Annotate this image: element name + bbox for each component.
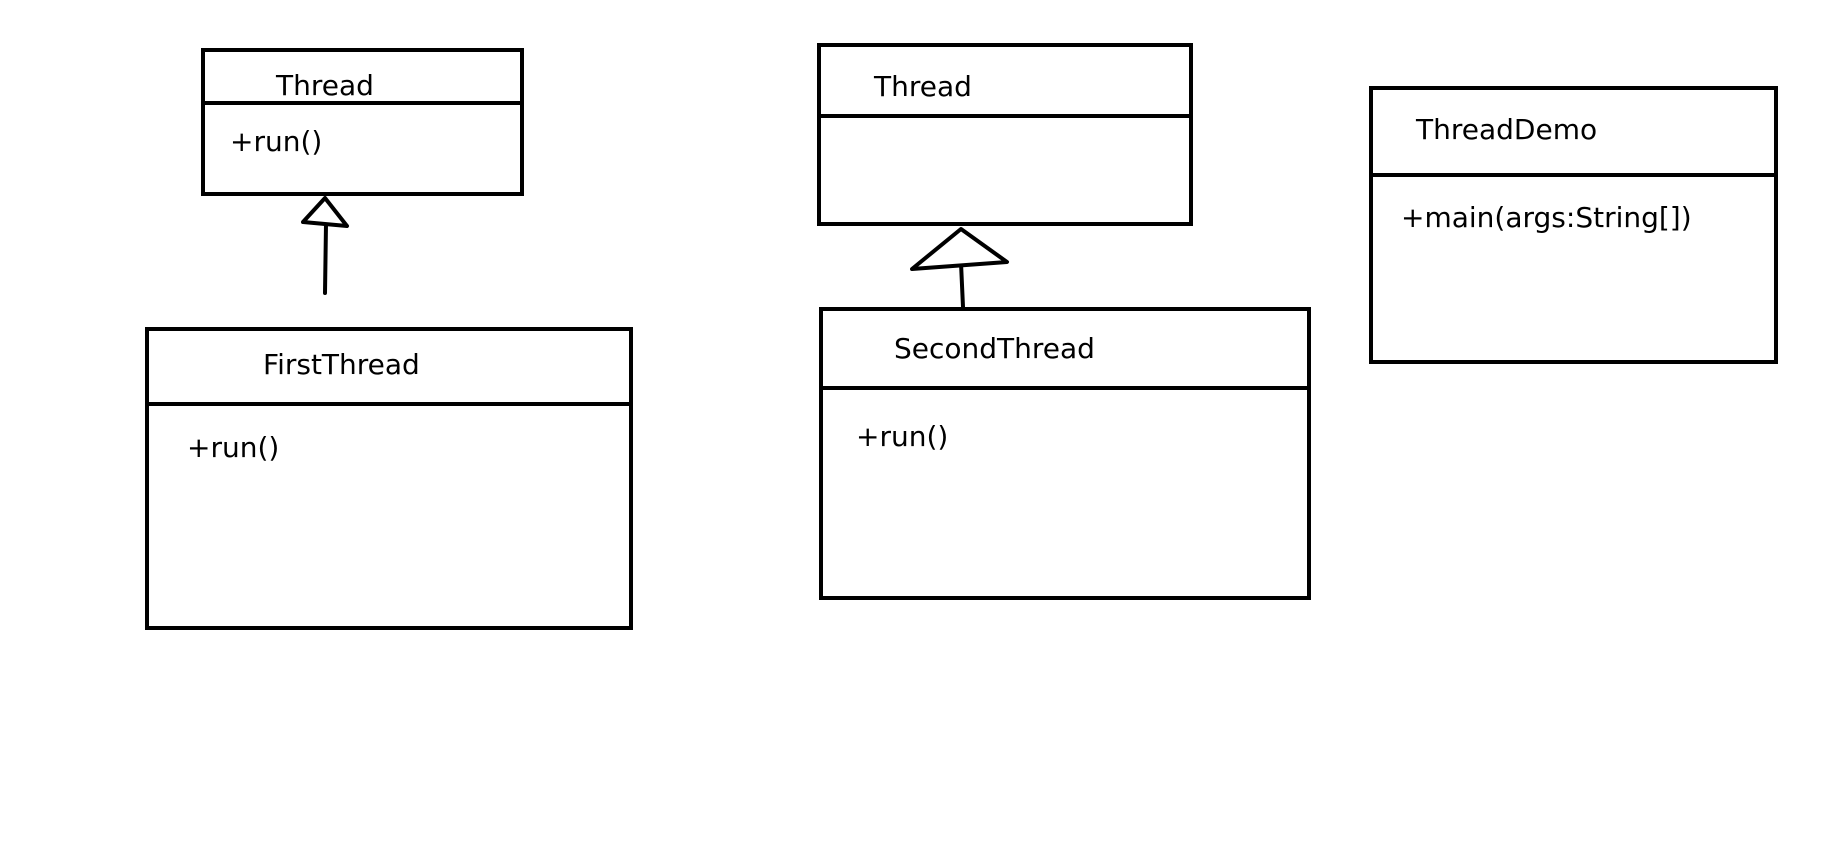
class-name-thread-left: Thread	[276, 69, 374, 102]
class-divider	[823, 386, 1307, 390]
generalization-arrowhead	[910, 227, 1009, 271]
class-box-thread-left: Thread +run()	[201, 48, 524, 196]
generalization-arrowhead	[301, 196, 349, 228]
generalization-line	[323, 222, 328, 295]
generalization-secondthread-to-thread	[910, 227, 1009, 309]
class-divider	[821, 114, 1189, 118]
class-box-secondthread: SecondThread +run()	[819, 307, 1311, 600]
generalization-line	[959, 261, 965, 309]
class-name-secondthread: SecondThread	[894, 332, 1095, 365]
class-divider	[205, 101, 520, 105]
generalization-firstthread-to-thread	[301, 196, 349, 295]
class-box-firstthread: FirstThread +run()	[145, 327, 633, 630]
operation-main: +main(args:String[])	[1401, 201, 1692, 234]
operation-run: +run()	[856, 420, 949, 453]
class-divider	[1373, 173, 1774, 177]
operation-run: +run()	[230, 125, 323, 158]
class-name-thread-middle: Thread	[874, 70, 972, 103]
operation-run: +run()	[187, 431, 280, 464]
class-name-firstthread: FirstThread	[263, 348, 420, 381]
class-divider	[149, 402, 629, 406]
class-box-threaddemo: ThreadDemo +main(args:String[])	[1369, 86, 1778, 364]
class-box-thread-middle: Thread	[817, 43, 1193, 226]
class-name-threaddemo: ThreadDemo	[1416, 113, 1598, 146]
